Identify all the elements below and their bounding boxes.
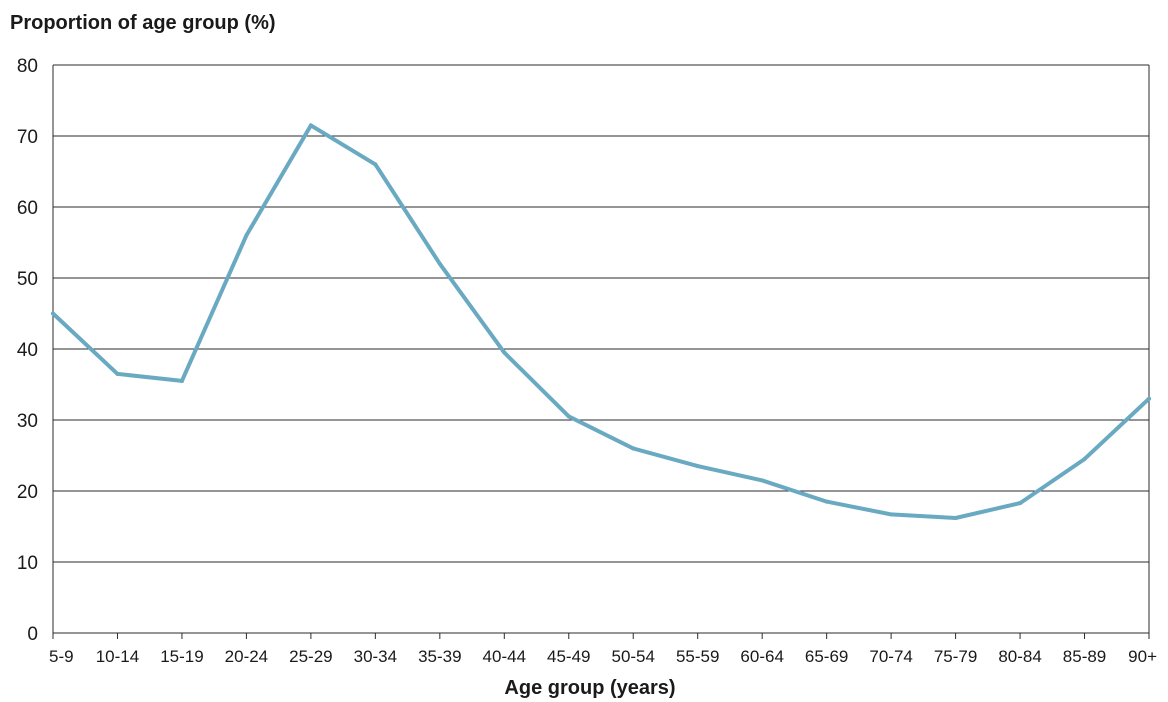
series-lines [51,123,1151,520]
data-point [889,512,894,517]
data-point [695,464,700,469]
data-point [1018,501,1023,506]
data-point [1147,396,1151,401]
y-tick-label: 30 [17,411,38,432]
x-tick-label: 60-64 [740,647,783,666]
y-tick-label: 10 [17,553,38,574]
data-point [1082,457,1087,462]
x-axis-title: Age group (years) [504,677,676,699]
x-tick-label: 70-74 [869,647,912,666]
x-tick-label: 85-89 [1063,647,1106,666]
data-point [437,261,442,266]
data-point [566,414,571,419]
x-tick-label: 40-44 [483,647,526,666]
data-point [953,515,958,520]
x-tick-label: 45-49 [547,647,590,666]
y-tick-label: 40 [17,340,38,361]
gridlines [52,64,1150,634]
x-tick-label: 20-24 [225,647,268,666]
series-line [51,123,1151,520]
x-tick-label: 5-9 [49,647,74,666]
x-tick-label: 30-34 [354,647,397,666]
data-point [373,162,378,167]
data-point [179,378,184,383]
data-point [502,350,507,355]
y-axis-title: Proportion of age group (%) [10,12,276,34]
y-tick-label: 20 [17,482,38,503]
y-tick-label: 50 [17,269,38,290]
y-tick-label: 70 [17,127,38,148]
data-point [244,233,249,238]
x-tick-label: 50-54 [611,647,654,666]
x-tick-label: 75-79 [934,647,977,666]
data-point [51,311,55,316]
x-tick-label: 10-14 [96,647,139,666]
x-tick-label: 25-29 [289,647,332,666]
x-tick-label: 90+ [1128,647,1157,666]
x-tick-labels: 5-9 10-14 15-19 20-24 25-29 30-34 35-39 40-44 45… [49,633,1157,666]
y-tick-label: 60 [17,198,38,219]
data-point [824,499,829,504]
x-tick-label: 35-39 [418,647,461,666]
x-tick-label: 15-19 [160,647,203,666]
data-point [115,371,120,376]
y-tick-label: 80 [17,56,38,77]
x-tick-label: 65-69 [805,647,848,666]
y-tick-label: 0 [27,624,38,645]
data-point [631,446,636,451]
x-tick-label: 80-84 [998,647,1041,666]
data-point [760,478,765,483]
y-tick-labels: 0 10 20 30 40 50 60 70 80 [17,56,38,645]
x-tick-label: 55-59 [676,647,719,666]
data-point [308,123,313,128]
